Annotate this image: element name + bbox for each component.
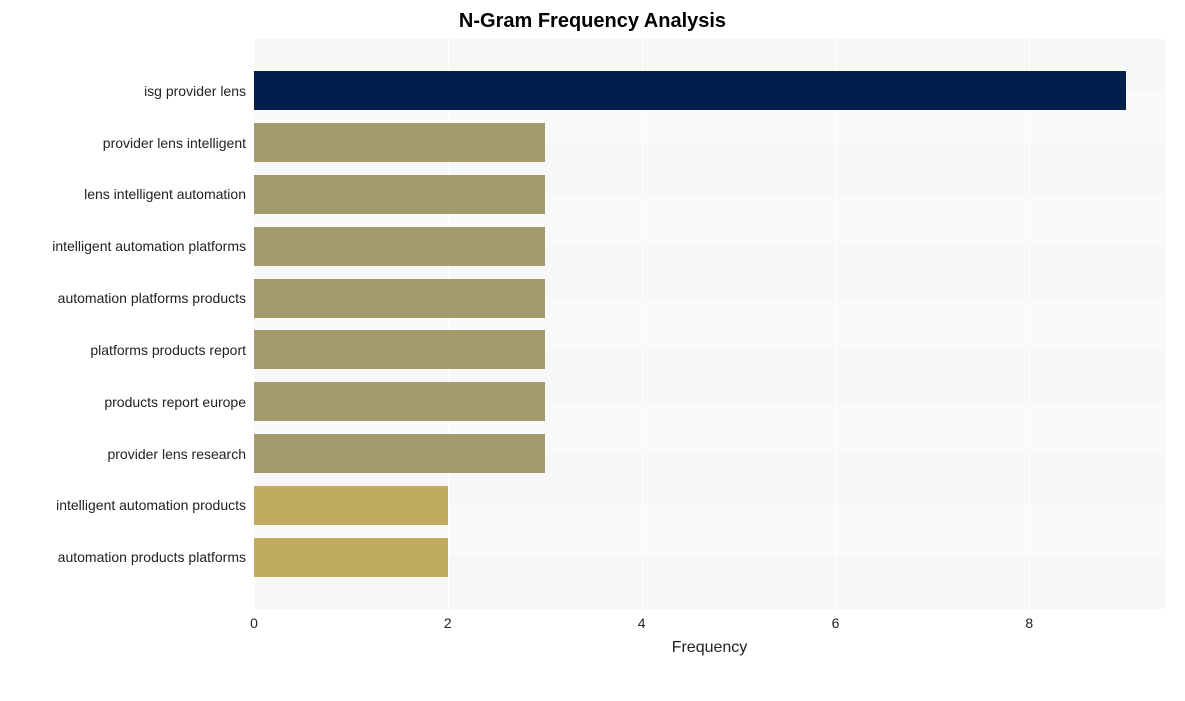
y-tick-label: provider lens research [10,446,246,462]
chart-title: N-Gram Frequency Analysis [10,10,1175,33]
y-tick-label: lens intelligent automation [10,186,246,202]
grid-line [1029,39,1030,609]
y-tick-label: intelligent automation platforms [10,238,246,254]
bar [254,227,545,266]
x-tick-label: 2 [444,615,452,631]
x-tick-label: 6 [832,615,840,631]
y-tick-label: isg provider lens [10,83,246,99]
bar [254,434,545,473]
grid-line [835,39,836,609]
bar [254,123,545,162]
bar [254,279,545,318]
plot-inner [254,39,1165,609]
y-tick-label: intelligent automation products [10,497,246,513]
x-tick-label: 4 [638,615,646,631]
x-tick-label: 8 [1025,615,1033,631]
grid-line [642,39,643,609]
bar [254,382,545,421]
y-tick-label: automation products platforms [10,549,246,565]
bar [254,175,545,214]
y-tick-label: platforms products report [10,342,246,358]
x-tick-label: 0 [250,615,258,631]
bar [254,538,448,577]
bar [254,486,448,525]
bar [254,330,545,369]
y-tick-label: products report europe [10,394,246,410]
plot-area: Frequency isg provider lens provider lens… [10,39,1175,659]
x-axis-label: Frequency [254,639,1165,657]
bar [254,71,1126,110]
y-tick-label: automation platforms products [10,290,246,306]
ngram-chart: N-Gram Frequency Analysis Frequency isg … [10,10,1175,659]
y-tick-label: provider lens intelligent [10,135,246,151]
